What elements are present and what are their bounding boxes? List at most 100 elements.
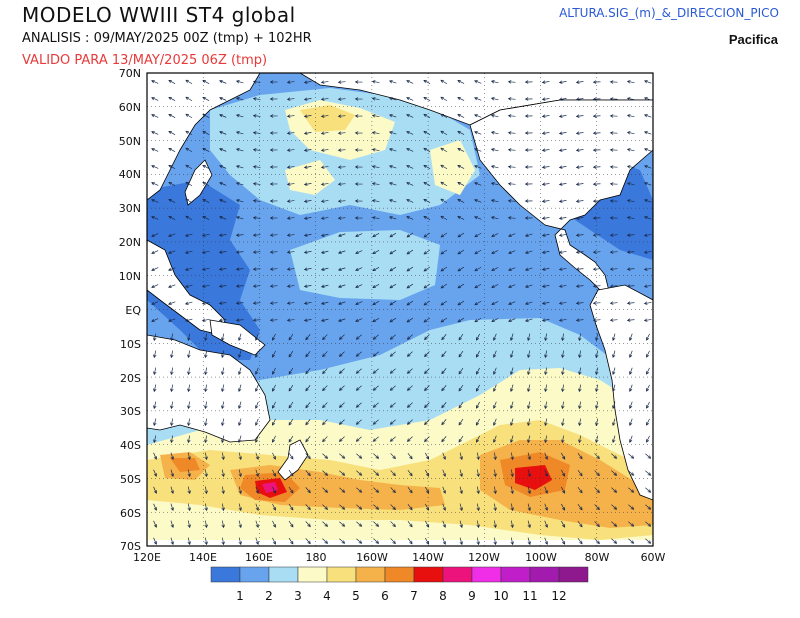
direction-arrow [592,199,601,203]
direction-arrow [645,487,652,493]
direction-arrow [320,284,329,288]
direction-arrow [322,334,328,341]
direction-arrow [541,216,550,220]
direction-arrow [490,131,499,135]
direction-arrow [337,148,346,152]
direction-arrow [252,301,261,305]
direction-arrow [595,418,599,427]
direction-arrow [492,401,497,409]
direction-arrow [510,418,514,427]
direction-arrow [288,350,294,358]
direction-arrow [524,301,533,305]
direction-arrow [286,301,295,305]
longitude-labels: 120E 140E 160E 180 160W 140W 120W 100W 8… [133,551,666,564]
direction-arrow [286,182,295,186]
direction-arrow [288,367,294,375]
direction-arrow [561,401,565,410]
direction-arrow [592,131,601,135]
direction-arrow [442,503,447,511]
direction-arrow [168,318,176,322]
direction-arrow [544,350,548,359]
direction-arrow [626,131,635,135]
direction-arrow [305,368,311,375]
direction-arrow [170,384,174,393]
direction-arrow [271,435,276,443]
direction-arrow [153,537,158,545]
direction-arrow [373,470,380,476]
direction-arrow [592,165,601,169]
direction-arrow [151,198,159,203]
direction-arrow [406,351,413,357]
direction-arrow [219,164,227,169]
direction-arrow [286,80,295,84]
direction-arrow [303,267,312,271]
direction-arrow [187,367,191,376]
direction-arrow [612,367,616,376]
direction-arrow [185,198,193,204]
direction-arrow [355,402,362,408]
direction-arrow [577,537,583,545]
direction-arrow [320,182,329,186]
direction-arrow [235,267,244,271]
direction-arrow [286,267,295,271]
direction-arrow [474,96,482,101]
direction-arrow [235,233,244,237]
direction-arrow [578,333,582,342]
direction-arrow [185,164,193,170]
direction-arrow [373,487,380,493]
direction-arrow [153,350,157,359]
direction-arrow [235,284,244,288]
direction-arrow [372,419,379,425]
direction-arrow [524,216,533,220]
direction-arrow [271,333,276,341]
direction-arrow [558,114,567,118]
land-antarctica [147,540,653,546]
direction-arrow [303,301,312,305]
direction-arrow [474,147,482,152]
direction-arrow [151,181,159,186]
direction-arrow [643,250,652,254]
direction-arrow [577,503,583,511]
direction-arrow [288,435,294,443]
direction-arrow [645,418,650,426]
direction-arrow [527,418,531,427]
direction-arrow [558,233,567,237]
direction-arrow [338,318,346,322]
direction-arrow [609,250,618,254]
direction-arrow [490,148,499,152]
direction-arrow [440,147,448,153]
direction-arrow [612,435,616,444]
direction-arrow [389,300,397,306]
direction-arrow [475,435,480,443]
direction-arrow [168,96,176,101]
direction-arrow [577,452,583,460]
direction-arrow [423,164,431,170]
direction-arrow [644,199,652,203]
direction-arrow [541,182,550,186]
direction-arrow [151,113,159,118]
direction-arrow [474,249,482,255]
direction-arrow [524,80,533,84]
direction-arrow [544,418,548,427]
direction-arrow [458,401,464,409]
direction-arrow [303,199,312,203]
direction-arrow [440,164,448,170]
direction-arrow [476,469,480,478]
direction-arrow [235,165,244,169]
direction-arrow [286,199,295,203]
direction-arrow [595,401,599,410]
direction-arrow [423,232,431,238]
direction-arrow [544,401,548,410]
direction-arrow [458,435,464,443]
direction-arrow [628,538,635,544]
direction-arrow [255,537,259,545]
analysis-time: ANALISIS : 09/MAY/2025 00Z (tmp) + 102HR [22,31,312,46]
direction-arrow [184,284,193,288]
colorbar-swatch [413,566,444,583]
direction-arrow [355,301,363,306]
direction-arrow [575,97,584,101]
direction-arrow [337,80,346,84]
direction-arrow [320,216,329,220]
direction-arrow [424,402,430,409]
direction-arrow [592,216,601,220]
